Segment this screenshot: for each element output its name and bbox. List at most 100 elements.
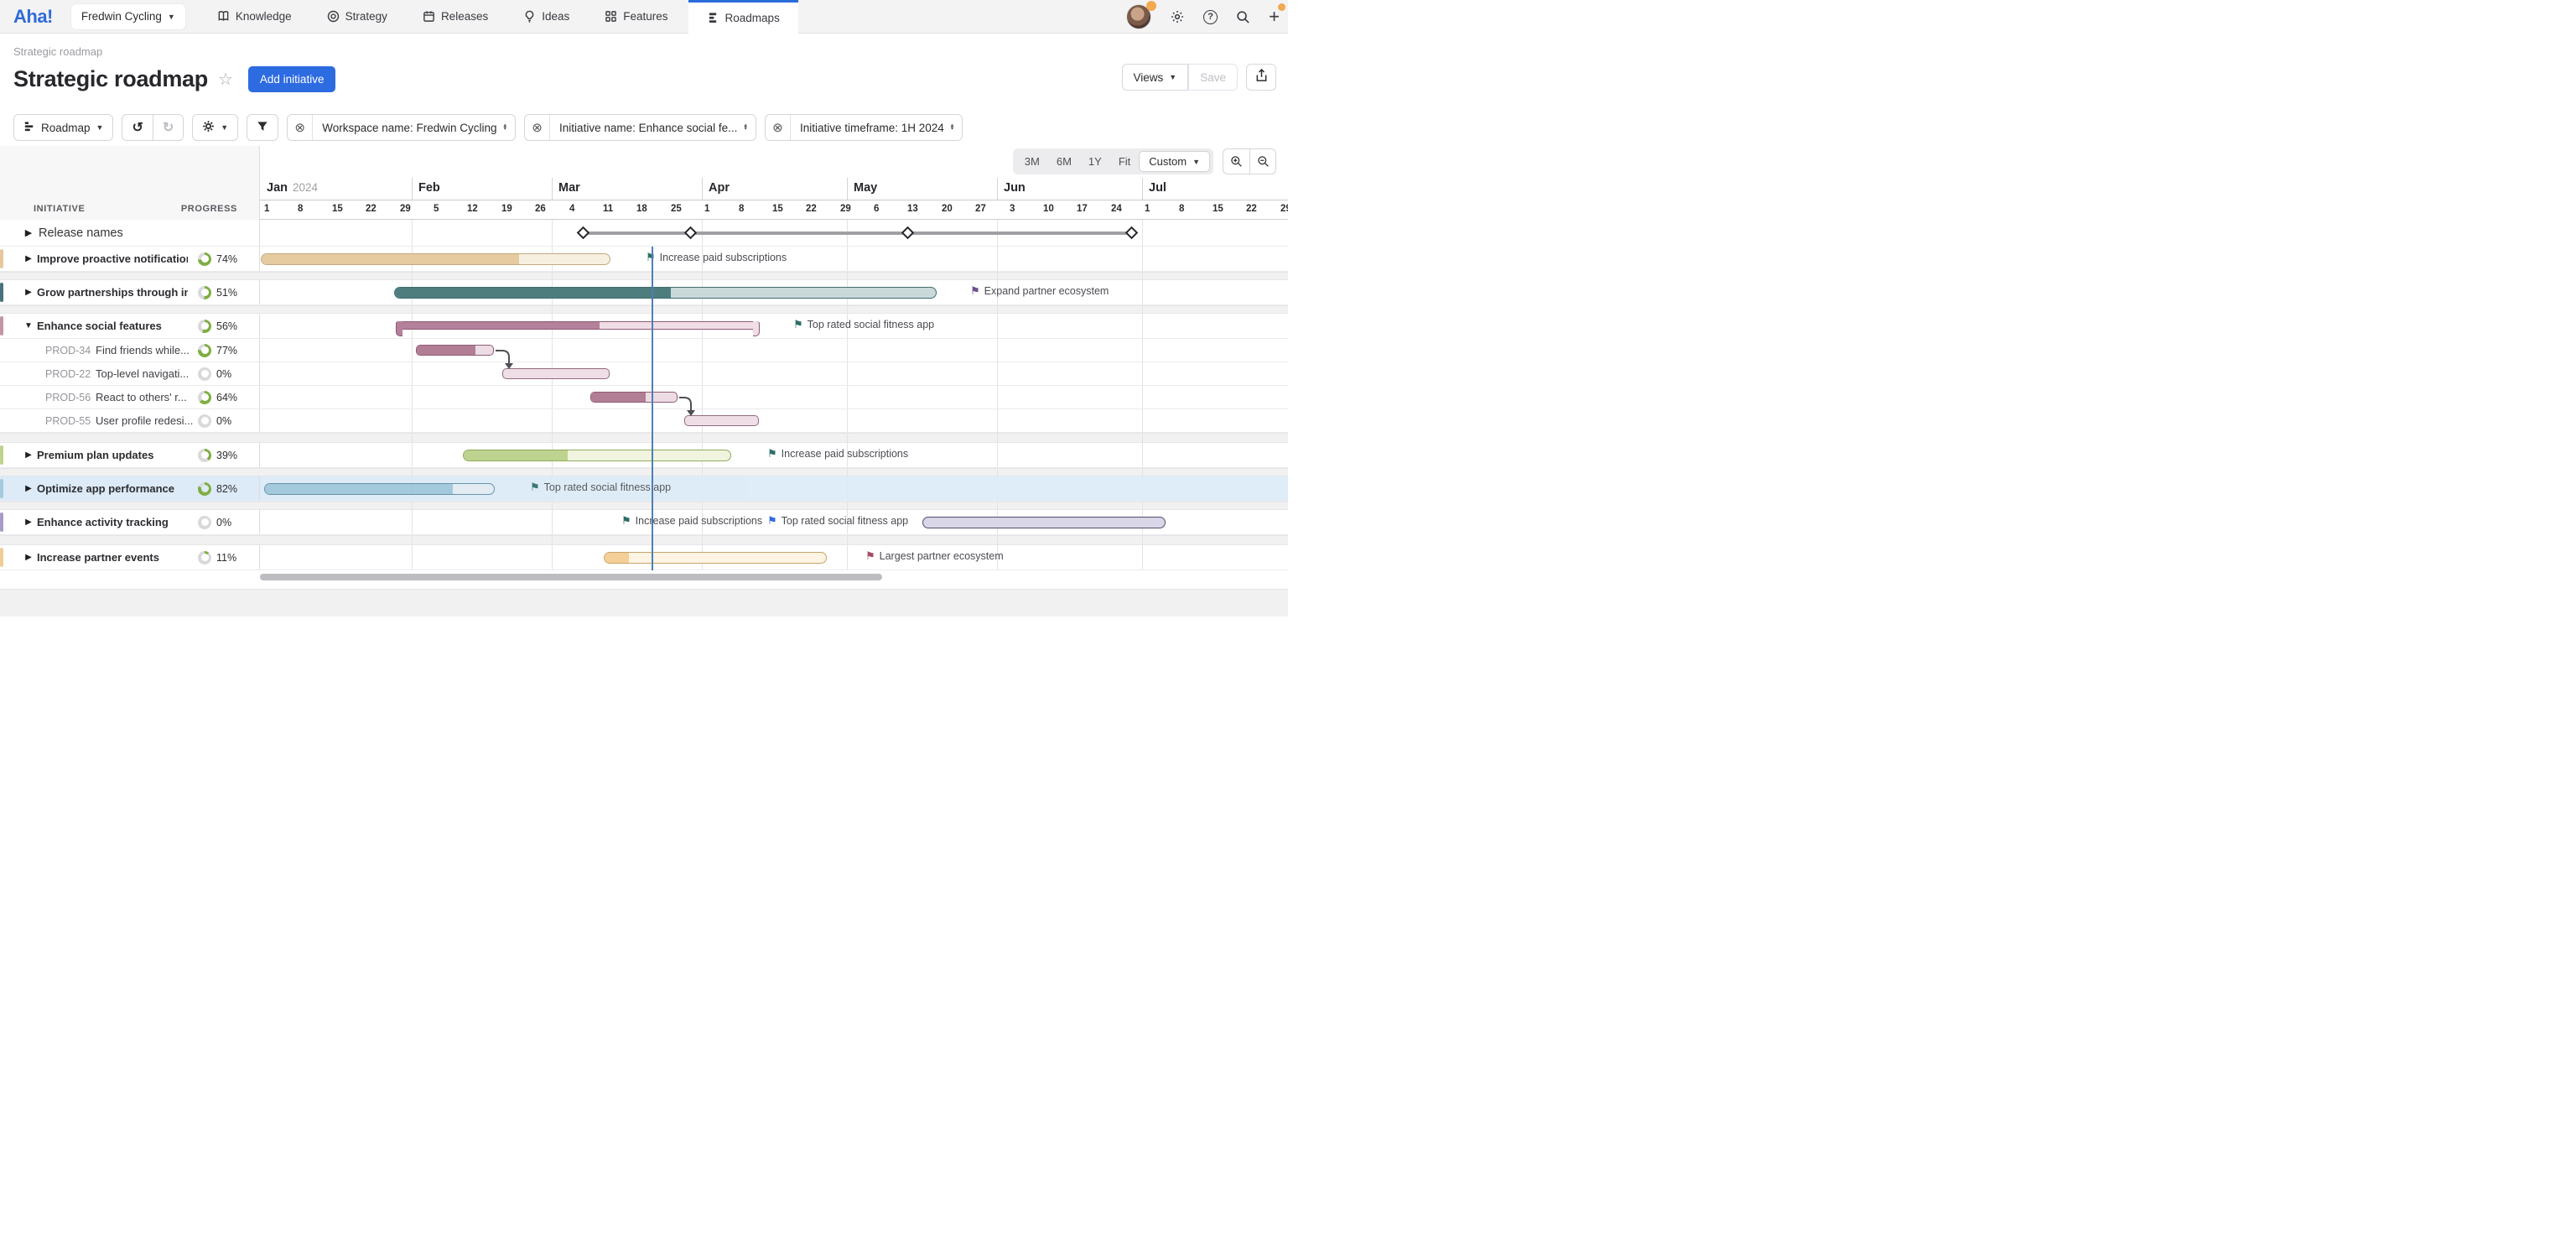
grid-lines xyxy=(260,220,1288,570)
gantt-bar[interactable] xyxy=(264,482,495,495)
settings-dropdown-button[interactable]: ▼ xyxy=(192,114,239,141)
initiative-row[interactable]: ▶ Optimize app performance 82% ⚑ Top rated s… xyxy=(0,476,1288,502)
initiative-row[interactable]: ▶ Enhance activity tracking 0% ⚑ Increase pa… xyxy=(0,510,1288,535)
month-grid-line xyxy=(997,220,998,570)
nav-label: Knowledge xyxy=(235,10,292,23)
timeline-week-label: 8 xyxy=(1179,204,1185,214)
initiative-row[interactable]: ▶ Improve proactive notifications 74% ⚑ Incr… xyxy=(0,247,1288,272)
zoom-1y[interactable]: 1Y xyxy=(1088,155,1102,168)
nav-item-releases[interactable]: Releases xyxy=(419,0,491,34)
add-icon[interactable]: + xyxy=(1269,6,1280,27)
aha-roadmaps-app: Aha! Fredwin Cycling ▼ Knowledge Strateg… xyxy=(0,0,1288,616)
goal-flag[interactable]: ⚑ Increase paid subscriptions xyxy=(621,515,762,527)
user-avatar[interactable] xyxy=(1126,1,1157,29)
help-icon[interactable]: ? xyxy=(1203,9,1218,24)
initiative-color-strip xyxy=(0,512,3,532)
progress-percent: 0% xyxy=(216,414,232,427)
expand-caret[interactable]: ▶ xyxy=(25,553,32,562)
flag-icon: ⚑ xyxy=(646,251,656,263)
zoom-3m[interactable]: 3M xyxy=(1024,155,1040,168)
goal-flag[interactable]: ⚑ Increase paid subscriptions xyxy=(646,252,787,263)
expand-caret[interactable]: ▶ xyxy=(25,288,32,297)
goal-flag[interactable]: ⚑ Top rated social fitness app xyxy=(767,515,908,527)
expand-caret[interactable]: ▶ xyxy=(24,228,33,238)
scrollbar-thumb[interactable] xyxy=(260,574,882,580)
gantt-bar[interactable] xyxy=(922,516,1166,528)
expand-caret[interactable]: ▼ xyxy=(24,321,33,330)
donut-hole xyxy=(200,289,209,296)
search-icon[interactable] xyxy=(1236,10,1250,24)
today-line xyxy=(652,247,653,570)
workspace-selector[interactable]: Fredwin Cycling ▼ xyxy=(70,3,185,29)
aha-logo[interactable]: Aha! xyxy=(13,5,53,27)
zoom-in-button[interactable] xyxy=(1223,148,1249,174)
add-initiative-button[interactable]: Add initiative xyxy=(247,66,336,92)
timeline-week-label: 27 xyxy=(975,204,986,214)
gantt-bar[interactable] xyxy=(394,286,937,299)
save-button[interactable]: Save xyxy=(1188,64,1238,91)
initiative-row[interactable]: ▼ Enhance social features 56% ⚑ Top rated so… xyxy=(0,314,1288,339)
goal-flag[interactable]: ⚑ Top rated social fitness app xyxy=(530,481,671,493)
settings-gear-icon[interactable] xyxy=(1170,9,1185,24)
gantt-bar[interactable] xyxy=(604,551,827,564)
zoom-out-button[interactable] xyxy=(1249,148,1276,174)
gantt-bar[interactable] xyxy=(502,368,610,379)
timeline-week-label: 8 xyxy=(739,204,745,214)
zoom-fit[interactable]: Fit xyxy=(1118,155,1131,168)
remove-filter-icon[interactable]: ⊗ xyxy=(288,115,314,140)
goal-flag[interactable]: ⚑ Expand partner ecosystem xyxy=(970,285,1109,297)
initiative-row[interactable]: ▶ Increase partner events 11% ⚑ Largest part… xyxy=(0,545,1288,570)
remove-filter-icon[interactable]: ⊗ xyxy=(525,115,551,140)
feature-row[interactable]: PROD-56 React to others' r... 64% xyxy=(0,386,1288,409)
gantt-bar[interactable] xyxy=(416,345,494,356)
release-milestone-diamond[interactable] xyxy=(901,226,915,240)
gantt-bar[interactable] xyxy=(261,252,610,265)
expand-caret[interactable]: ▶ xyxy=(25,450,32,460)
undo-button[interactable]: ↺ xyxy=(122,114,153,141)
gantt-bar[interactable] xyxy=(590,392,678,403)
expand-caret[interactable]: ▶ xyxy=(25,518,32,527)
expand-caret[interactable]: ▶ xyxy=(25,254,32,263)
goal-flag[interactable]: ⚑ Increase paid subscriptions xyxy=(767,448,908,460)
nav-item-features[interactable]: Features xyxy=(601,0,671,34)
feature-row[interactable]: PROD-22 Top-level navigati... 0% xyxy=(0,362,1288,386)
timeline-month-label: Jun xyxy=(1004,181,1026,195)
nav-item-ideas[interactable]: Ideas xyxy=(520,0,573,34)
filter-chip-initiative-name[interactable]: ⊗ Initiative name: Enhance social fe... … xyxy=(524,114,756,141)
filter-chip-timeframe[interactable]: ⊗ Initiative timeframe: 1H 2024 ▴ ▾ xyxy=(764,114,963,141)
initiative-row[interactable]: ▶ Premium plan updates 39% ⚑ Increase paid s… xyxy=(0,443,1288,468)
expand-caret[interactable]: ▶ xyxy=(25,484,32,493)
row-label: Find friends while... xyxy=(96,344,190,356)
nav-item-strategy[interactable]: Strategy xyxy=(324,0,391,34)
nav-item-knowledge[interactable]: Knowledge xyxy=(214,0,295,34)
grid-icon xyxy=(605,10,617,23)
share-button[interactable] xyxy=(1246,64,1276,91)
remove-filter-icon[interactable]: ⊗ xyxy=(766,115,791,140)
initiative-row[interactable]: ▶ Grow partnerships through im... 51% ⚑ Expa… xyxy=(0,280,1288,305)
feature-row[interactable]: PROD-55 User profile redesi... 0% xyxy=(0,409,1288,433)
filter-button[interactable] xyxy=(247,114,279,141)
release-milestone-diamond[interactable] xyxy=(576,226,590,240)
goal-flag-label: Top rated social fitness app xyxy=(781,514,909,527)
zoom-6m[interactable]: 6M xyxy=(1056,155,1072,168)
feature-row[interactable]: PROD-34 Find friends while... 77% xyxy=(0,339,1288,362)
progress-percent: 77% xyxy=(216,344,238,356)
filter-chip-workspace[interactable]: ⊗ Workspace name: Fredwin Cycling ▴ ▾ xyxy=(287,114,517,141)
progress-percent: 82% xyxy=(216,482,238,495)
release-milestone-diamond[interactable] xyxy=(1124,226,1139,240)
donut-hole xyxy=(200,346,209,354)
gantt-bar[interactable] xyxy=(684,415,759,426)
goal-flag[interactable]: ⚑ Top rated social fitness app xyxy=(793,319,934,330)
release-milestone-diamond[interactable] xyxy=(683,226,698,240)
favorite-star-icon[interactable]: ☆ xyxy=(217,70,233,89)
views-button[interactable]: Views ▼ xyxy=(1121,64,1189,91)
initiative-summary-bar[interactable] xyxy=(396,320,760,337)
nav-label: Features xyxy=(623,10,668,23)
redo-button[interactable]: ↻ xyxy=(152,114,184,141)
zoom-custom[interactable]: Custom ▼ xyxy=(1139,151,1210,172)
nav-item-roadmaps[interactable]: Roadmaps xyxy=(688,0,798,34)
initiative-row[interactable]: ▶ Release names xyxy=(0,220,1288,247)
roadmap-type-button[interactable]: Roadmap ▼ xyxy=(13,114,114,141)
goal-flag[interactable]: ⚑ Largest partner ecosystem xyxy=(865,550,1004,562)
gantt-bar[interactable] xyxy=(463,449,731,461)
